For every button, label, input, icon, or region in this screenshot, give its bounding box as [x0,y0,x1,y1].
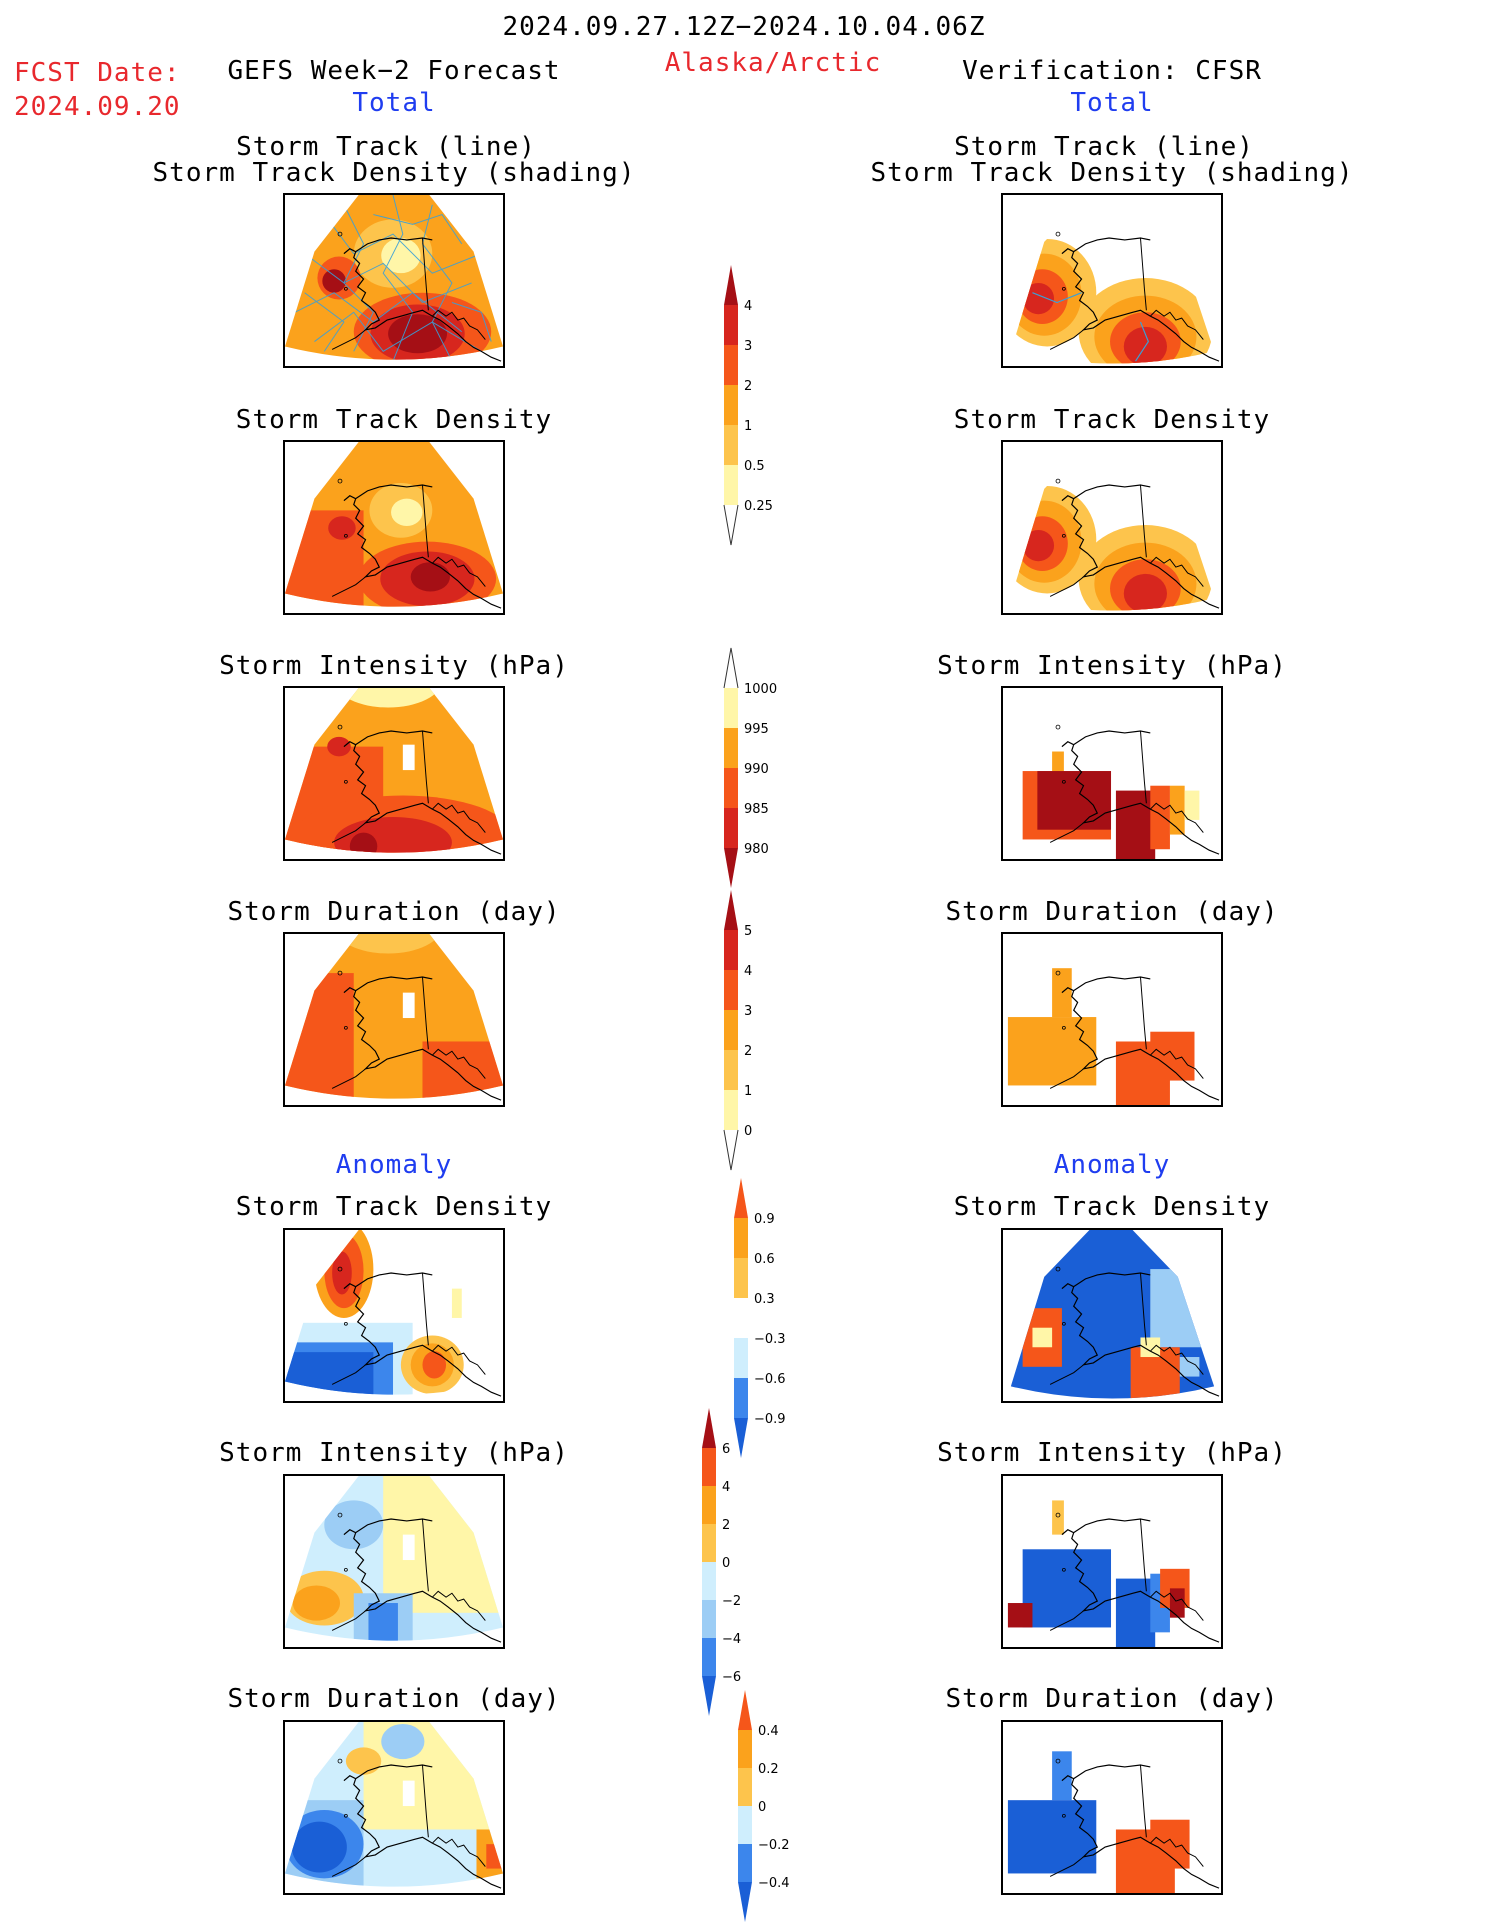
cbar-density-total-label: 0.5 [744,459,765,474]
cbar-duration-anom-label: 0.2 [758,1762,779,1777]
map-cfsr-density-total [1001,440,1223,615]
map-cfsr-intensity-anomaly [1001,1474,1223,1649]
colorbar-intensity-anomaly: 6 4 2 0 −2 −4 −6 [702,1408,762,1724]
left-column-title: GEFS Week−2 Forecast [227,56,561,86]
colorbar-duration-anomaly: 0.4 0.2 0 −0.2 −0.4 [738,1690,798,1926]
right-intensity-title: Storm Intensity (hPa) [937,651,1287,681]
cbar-duration-anom-label: 0.4 [758,1724,779,1739]
map-cfsr-density-anomaly [1001,1228,1223,1403]
right-column-title: Verification: CFSR [962,56,1262,86]
colorbar-density-total: 4 3 2 1 0.5 0.25 [723,265,784,549]
cbar-intensity-total-label: 995 [744,722,769,737]
map-gefs-density-total [283,440,505,615]
left-anom-density-title: Storm Track Density [235,1192,553,1222]
region-title: Alaska/Arctic [664,48,882,78]
right-anom-intensity-title: Storm Intensity (hPa) [937,1438,1287,1468]
cbar-intensity-anom-label: 2 [722,1518,730,1533]
left-anom-duration-title: Storm Duration (day) [227,1684,561,1714]
left-anom-intensity-title: Storm Intensity (hPa) [219,1438,569,1468]
map-gefs-track-density-total [283,193,505,368]
cbar-density-anom-label: −0.3 [754,1332,786,1347]
cbar-intensity-anom-label: 6 [722,1442,730,1457]
cbar-duration-total-label: 0 [744,1124,752,1139]
left-total-label: Total [352,88,436,118]
cbar-duration-total-label: 1 [744,1084,752,1099]
cbar-intensity-anom-label: −6 [722,1670,741,1685]
colorbar-intensity-total: 1000 995 990 985 980 [723,647,784,892]
right-anom-density-title: Storm Track Density [953,1192,1271,1222]
cbar-density-anom-label: 0.6 [754,1252,775,1267]
cbar-duration-total-label: 3 [744,1004,752,1019]
map-cfsr-duration-anomaly [1001,1720,1223,1895]
right-track-title-2: Storm Track Density (shading) [870,158,1354,188]
left-track-title-1: Storm Track (line) [236,132,536,162]
left-anomaly-label: Anomaly [335,1150,453,1180]
left-intensity-title: Storm Intensity (hPa) [219,651,569,681]
right-total-label: Total [1070,88,1154,118]
map-gefs-intensity-anomaly [283,1474,505,1649]
right-anom-duration-title: Storm Duration (day) [945,1684,1279,1714]
colorbar-duration-total: 5 4 3 2 1 0 [723,890,784,1174]
cbar-density-anom-label: 0.9 [754,1212,775,1227]
cbar-density-anom-label: −0.9 [754,1412,786,1427]
cbar-intensity-anom-label: 0 [722,1556,730,1571]
cbar-intensity-total-label: 1000 [744,682,777,697]
cbar-duration-anom-label: 0 [758,1800,766,1815]
left-track-title-2: Storm Track Density (shading) [152,158,636,188]
map-cfsr-intensity-total [1001,686,1223,861]
cbar-duration-total-label: 4 [744,964,752,979]
right-duration-title: Storm Duration (day) [945,897,1279,927]
cbar-duration-total-label: 5 [744,924,752,939]
cbar-density-anom-label: −0.6 [754,1372,786,1387]
cbar-duration-anom-label: −0.2 [758,1838,790,1853]
cbar-intensity-anom-label: −4 [722,1632,741,1647]
cbar-density-total-label: 0.25 [744,499,773,514]
cbar-density-anom-label: 0.3 [754,1292,775,1307]
colorbar-density-anomaly: 0.9 0.6 0.3 −0.3 −0.6 −0.9 [734,1178,794,1462]
cbar-duration-total-label: 2 [744,1044,752,1059]
cbar-density-total-label: 2 [744,379,752,394]
right-anomaly-label: Anomaly [1053,1150,1171,1180]
cbar-density-total-label: 3 [744,339,752,354]
right-track-title-1: Storm Track (line) [954,132,1254,162]
cbar-intensity-total-label: 985 [744,802,769,817]
cbar-duration-anom-label: −0.4 [758,1876,790,1891]
cbar-density-total-label: 1 [744,419,752,434]
map-cfsr-duration-total [1001,932,1223,1107]
left-duration-title: Storm Duration (day) [227,897,561,927]
cbar-intensity-anom-label: 4 [722,1480,730,1495]
date-range-title: 2024.09.27.12Z−2024.10.04.06Z [502,12,986,42]
left-density-title: Storm Track Density [235,405,553,435]
right-density-title: Storm Track Density [953,405,1271,435]
map-gefs-duration-anomaly [283,1720,505,1895]
cbar-intensity-anom-label: −2 [722,1594,741,1609]
map-gefs-duration-total [283,932,505,1107]
map-cfsr-track-density-total [1001,193,1223,368]
cbar-intensity-total-label: 990 [744,762,769,777]
fcst-date-label: FCST Date: [14,58,181,88]
fcst-date-value: 2024.09.20 [14,92,181,122]
map-gefs-intensity-total [283,686,505,861]
cbar-density-total-label: 4 [744,299,752,314]
map-gefs-density-anomaly [283,1228,505,1403]
cbar-intensity-total-label: 980 [744,842,769,857]
